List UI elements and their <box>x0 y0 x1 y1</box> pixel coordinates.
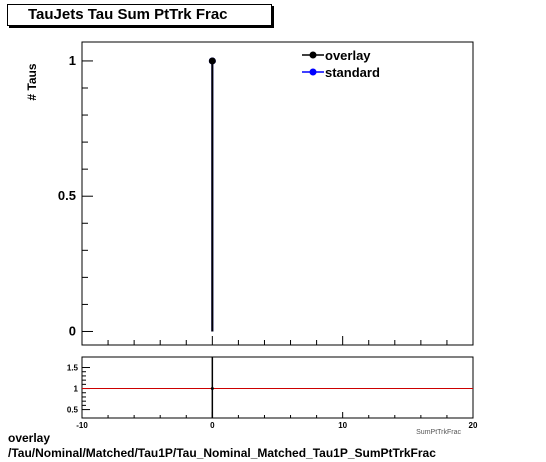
footer-path: /Tau/Nominal/Matched/Tau1P/Tau_Nominal_M… <box>8 446 436 460</box>
x-tick-label: 10 <box>338 421 347 430</box>
legend-marker-overlay <box>309 51 317 59</box>
series-overlay-point <box>208 57 216 65</box>
legend-label-standard: standard <box>325 65 380 80</box>
ratio-y-tick-label: 0.5 <box>67 406 79 415</box>
x-tick-label: 20 <box>469 421 478 430</box>
legend-label-overlay: overlay <box>325 48 371 63</box>
y-axis-label: # Taus <box>25 63 39 100</box>
x-tick-label: -10 <box>76 421 88 430</box>
y-tick-label: 1 <box>69 53 76 68</box>
x-tick-label: 0 <box>210 421 215 430</box>
ratio-y-tick-label: 1 <box>74 385 79 394</box>
ratio-plot-frame <box>81 356 474 419</box>
chart-title: TauJets Tau Sum PtTrk Frac <box>28 6 228 23</box>
y-tick-label: 0 <box>69 323 76 338</box>
x-axis-label: SumPtTrkFrac <box>416 429 461 436</box>
main-plot-frame <box>81 41 474 346</box>
ratio-point <box>210 387 214 391</box>
chart-title-box: TauJets Tau Sum PtTrk Frac <box>7 4 272 26</box>
y-tick-label: 0.5 <box>58 188 76 203</box>
legend-marker-standard <box>309 68 317 76</box>
footer-label: overlay <box>8 431 51 445</box>
ratio-y-tick-label: 1.5 <box>67 364 79 373</box>
